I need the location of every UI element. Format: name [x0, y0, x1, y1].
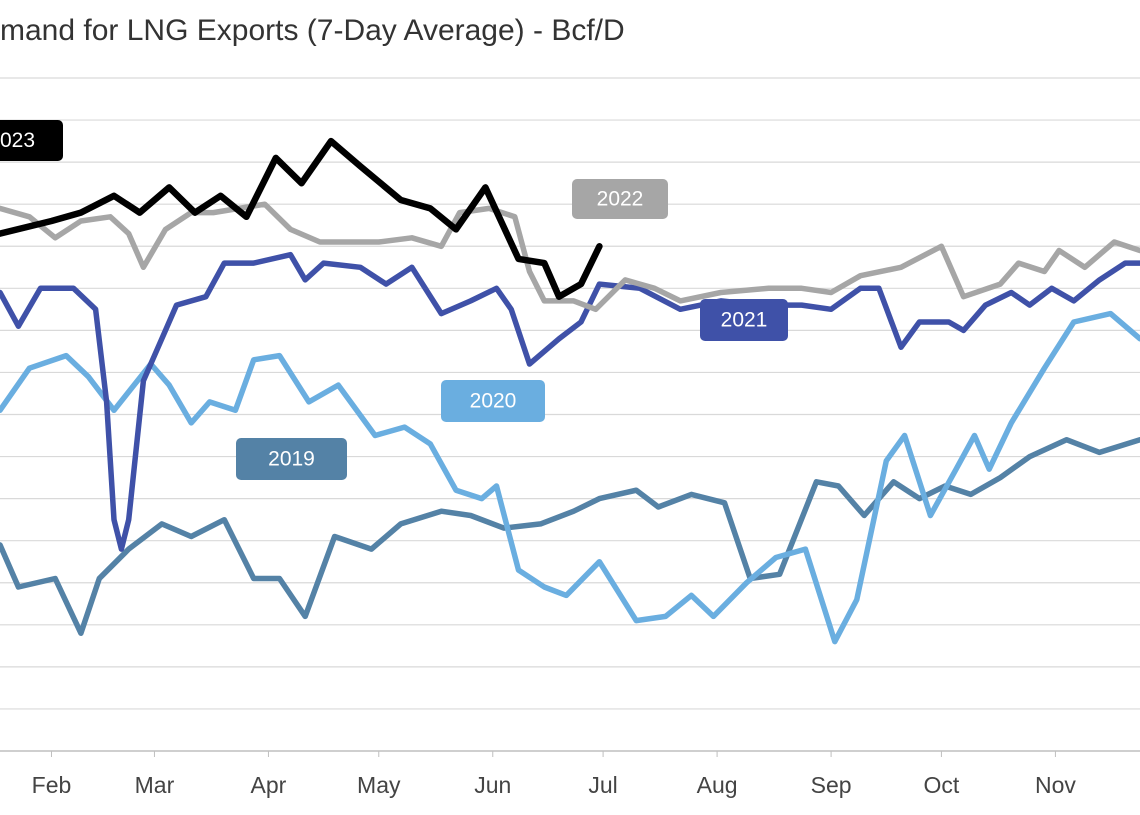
series-line [0, 310, 1140, 645]
grid: Feb Mar Apr May Jun Jul Aug Sep Oct Nov [0, 77, 1140, 798]
series-label-box [236, 438, 347, 480]
series-label-box [572, 179, 668, 219]
x-tick-label: Jul [588, 772, 617, 798]
series-line [0, 201, 1140, 313]
x-tick-label: Aug [697, 772, 738, 798]
series-line [0, 251, 1140, 552]
series-label: 2021 [721, 309, 768, 332]
x-tick-label: Feb [32, 772, 72, 798]
series-label: 023 [0, 129, 35, 152]
series-line [0, 137, 603, 300]
series-line [0, 436, 1140, 636]
series-label-box [0, 120, 63, 161]
x-tick-label: Sep [811, 772, 852, 798]
series-label: 2020 [470, 390, 517, 413]
series-label: 2019 [268, 448, 315, 471]
series-label-box [441, 380, 545, 422]
x-tick-label: Jun [474, 772, 511, 798]
series-label: 2022 [597, 188, 644, 211]
plot-area [0, 137, 1140, 645]
x-tick-label: Apr [251, 772, 287, 798]
chart-title: mand for LNG Exports (7-Day Average) - B… [0, 14, 625, 47]
x-tick-label: Nov [1035, 772, 1076, 798]
x-tick-label: May [357, 772, 401, 798]
x-tick-label: Mar [135, 772, 175, 798]
series-labels: 2019 2020 2021 2022 023 [0, 120, 788, 480]
series-label-box [700, 299, 788, 341]
x-tick-label: Oct [924, 772, 960, 798]
